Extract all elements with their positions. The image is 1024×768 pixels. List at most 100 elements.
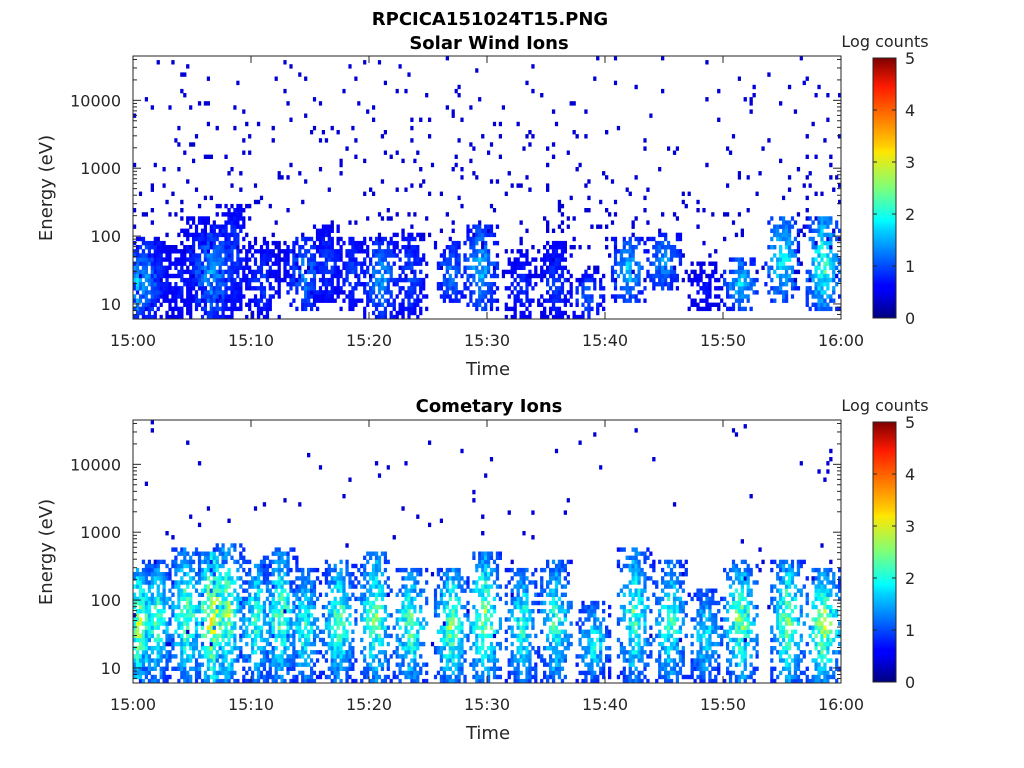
heatmap-cell bbox=[212, 580, 216, 585]
heatmap-cell bbox=[144, 306, 148, 312]
heatmap-cell bbox=[183, 580, 187, 585]
heatmap-cell bbox=[342, 604, 346, 610]
heatmap-cell bbox=[525, 314, 529, 320]
heatmap-cell bbox=[286, 175, 290, 180]
heatmap-cell bbox=[380, 257, 385, 262]
heatmap-cell bbox=[280, 650, 284, 655]
heatmap-cell bbox=[298, 282, 302, 287]
heatmap-cell bbox=[560, 273, 565, 279]
heatmap-cell bbox=[619, 294, 624, 299]
heatmap-cell bbox=[133, 621, 137, 626]
heatmap-cell bbox=[174, 567, 178, 573]
heatmap-cell bbox=[407, 232, 411, 238]
heatmap-cell bbox=[159, 240, 163, 246]
heatmap-cell bbox=[224, 277, 228, 283]
heatmap-cell bbox=[425, 306, 429, 312]
heatmap-cell bbox=[737, 175, 741, 180]
heatmap-cell bbox=[150, 294, 154, 299]
heatmap-cell bbox=[227, 572, 231, 577]
heatmap-cell bbox=[230, 592, 234, 597]
heatmap-cell bbox=[174, 613, 178, 618]
heatmap-cell bbox=[410, 600, 414, 606]
heatmap-cell bbox=[168, 105, 172, 110]
heatmap-cell bbox=[407, 298, 411, 303]
heatmap-cell bbox=[345, 249, 349, 254]
heatmap-cell bbox=[194, 641, 199, 647]
heatmap-cell bbox=[575, 298, 579, 303]
heatmap-cell bbox=[622, 294, 626, 299]
heatmap-cell bbox=[277, 273, 281, 279]
heatmap-cell bbox=[156, 249, 160, 254]
heatmap-cell bbox=[203, 228, 207, 233]
heatmap-cell bbox=[557, 265, 562, 270]
heatmap-cell bbox=[259, 261, 264, 266]
heatmap-cell bbox=[634, 84, 638, 90]
heatmap-cell bbox=[422, 253, 426, 258]
heatmap-cell bbox=[374, 277, 379, 283]
heatmap-cell bbox=[218, 306, 222, 312]
heatmap-cell bbox=[180, 208, 184, 213]
heatmap-cell bbox=[312, 621, 317, 626]
heatmap-cell bbox=[153, 621, 157, 626]
heatmap-cell bbox=[330, 224, 334, 229]
heatmap-cell bbox=[135, 670, 140, 676]
heatmap-cell bbox=[339, 654, 343, 659]
heatmap-cell bbox=[248, 249, 252, 254]
heatmap-cell bbox=[369, 609, 373, 614]
heatmap-cell bbox=[203, 249, 207, 254]
heatmap-cell bbox=[156, 592, 160, 597]
heatmap-cell bbox=[301, 662, 305, 667]
heatmap-cell bbox=[274, 273, 278, 279]
heatmap-cell bbox=[194, 269, 199, 275]
heatmap-cell bbox=[398, 310, 402, 316]
heatmap-cell bbox=[271, 658, 275, 663]
heatmap-cell bbox=[197, 522, 202, 528]
heatmap-cell bbox=[141, 302, 146, 307]
heatmap-cell bbox=[425, 621, 429, 626]
heatmap-cell bbox=[183, 646, 187, 651]
heatmap-cell bbox=[404, 461, 408, 466]
heatmap-cell bbox=[407, 670, 411, 676]
heatmap-cell bbox=[236, 220, 240, 225]
heatmap-cell bbox=[280, 637, 284, 643]
heatmap-cell bbox=[239, 286, 243, 291]
heatmap-cell bbox=[259, 257, 264, 262]
heatmap-cell bbox=[522, 253, 526, 258]
heatmap-cell bbox=[138, 294, 143, 299]
heatmap-cell bbox=[372, 604, 376, 610]
heatmap-cell bbox=[304, 678, 308, 684]
heatmap-cell bbox=[466, 265, 470, 270]
heatmap-cell bbox=[374, 314, 379, 320]
heatmap-cell bbox=[253, 662, 258, 667]
heatmap-cell bbox=[339, 600, 343, 606]
heatmap-cell bbox=[401, 158, 405, 164]
heatmap-cell bbox=[153, 580, 157, 585]
heatmap-cell bbox=[307, 674, 311, 680]
heatmap-cell bbox=[345, 592, 349, 597]
heatmap-cell bbox=[549, 253, 553, 258]
heatmap-cell bbox=[448, 286, 452, 291]
heatmap-cell bbox=[835, 265, 839, 270]
heatmap-cell bbox=[622, 277, 626, 283]
heatmap-cell bbox=[177, 563, 181, 569]
heatmap-cell bbox=[177, 604, 181, 610]
colorbar-tick-label: 2 bbox=[905, 205, 915, 224]
heatmap-cell bbox=[206, 101, 210, 106]
heatmap-cell bbox=[354, 678, 358, 684]
heatmap-cell bbox=[625, 277, 629, 283]
heatmap-cell bbox=[336, 674, 340, 680]
heatmap-cell bbox=[363, 646, 367, 651]
heatmap-cell bbox=[770, 286, 774, 291]
heatmap-cell bbox=[342, 633, 346, 639]
heatmap-cell bbox=[336, 282, 340, 287]
heatmap-cell bbox=[814, 240, 818, 246]
heatmap-cell bbox=[153, 604, 157, 610]
heatmap-cell bbox=[183, 555, 187, 560]
heatmap-cell bbox=[404, 576, 408, 581]
heatmap-cell bbox=[162, 600, 166, 606]
heatmap-cell bbox=[416, 514, 420, 519]
heatmap-cell bbox=[153, 245, 157, 250]
heatmap-cell bbox=[667, 269, 671, 275]
heatmap-cell bbox=[454, 88, 458, 94]
heatmap-cell bbox=[584, 298, 588, 303]
